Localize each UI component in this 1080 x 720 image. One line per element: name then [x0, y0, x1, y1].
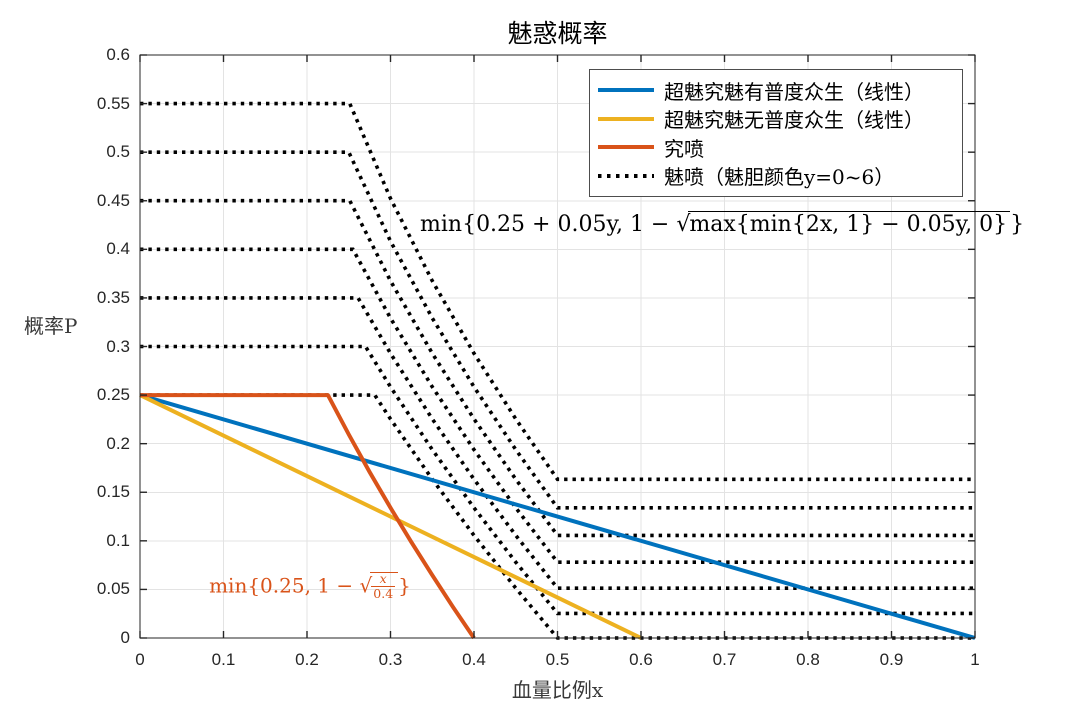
y-tick-label: 0.35 [96, 287, 130, 307]
annotation-orange-formula: min{0.25, 1 − √ x 0.4} [209, 571, 411, 602]
annotation-main-formula: min{0.25 + 0.05y, 1 − √max{min{2x, 1} − … [420, 211, 1025, 237]
series-dotted-curve [140, 296, 975, 591]
x-tick-label: 0.2 [295, 650, 319, 669]
x-tick-label: 0.4 [462, 650, 486, 669]
series-dotted-curve [140, 393, 975, 640]
legend-line-sample-blue [598, 88, 654, 93]
legend-line-sample-dotted [598, 173, 654, 178]
fraction: x 0.4 [371, 571, 396, 602]
x-axis-label: 血量比例x [511, 678, 604, 702]
y-tick-label: 0.05 [96, 579, 130, 599]
x-tick-label: 0 [135, 650, 145, 669]
legend-box: 超魅究魅有普度众生（线性） 超魅究魅无普度众生（线性） 究喷 魅喷（魅胆颜色y=… [589, 69, 963, 197]
sqrt-sign: √ [359, 573, 373, 598]
x-tick-label: 0.5 [545, 650, 570, 669]
x-tick-label: 0.9 [879, 650, 904, 669]
y-tick-label: 0.25 [96, 385, 130, 405]
chart-title: 魅惑概率 [507, 19, 608, 48]
legend-line-sample-orange [598, 145, 654, 150]
series-dotted-curve [140, 101, 975, 482]
x-tick-label: 0.8 [796, 650, 820, 669]
legend-label: 超魅究魅无普度众生（线性） [664, 108, 924, 133]
y-tick-label: 0.4 [106, 239, 130, 259]
legend-item-blue: 超魅究魅有普度众生（线性） [590, 76, 962, 104]
series-line-1 [139, 393, 642, 640]
legend-label: 超魅究魅有普度众生（线性） [664, 79, 924, 104]
series-line-0 [139, 393, 976, 640]
y-tick-label: 0.15 [96, 482, 130, 502]
y-axis-label: 概率P [24, 314, 78, 338]
legend-item-yellow: 超魅究魅无普度众生（线性） [590, 105, 962, 133]
legend-item-orange: 究喷 [590, 133, 962, 161]
y-tick-label: 0.55 [96, 93, 130, 113]
legend-label: 魅喷（魅胆颜色y=0~6） [664, 165, 895, 190]
y-tick-label: 0.5 [106, 142, 130, 162]
x-tick-label: 0.3 [378, 650, 403, 669]
y-tick-label: 0 [120, 628, 130, 647]
series-dotted-curve [140, 198, 975, 538]
x-tick-label: 1 [970, 650, 980, 669]
x-tick-label: 0.6 [629, 650, 653, 669]
x-tick-label: 0.7 [712, 650, 737, 669]
legend-label: 究喷 [664, 136, 704, 161]
y-tick-label: 0.45 [96, 190, 130, 210]
y-tick-label: 0.1 [106, 530, 130, 550]
y-tick-label: 0.6 [106, 45, 130, 64]
legend-line-sample-yellow [598, 116, 654, 121]
legend-item-dotted: 魅喷（魅胆颜色y=0~6） [590, 162, 962, 190]
x-tick-label: 0.1 [211, 650, 236, 669]
sqrt-sign: √ [676, 212, 690, 237]
series-line-2 [140, 393, 476, 640]
y-tick-label: 0.3 [106, 336, 130, 356]
y-tick-label: 0.2 [106, 433, 130, 453]
